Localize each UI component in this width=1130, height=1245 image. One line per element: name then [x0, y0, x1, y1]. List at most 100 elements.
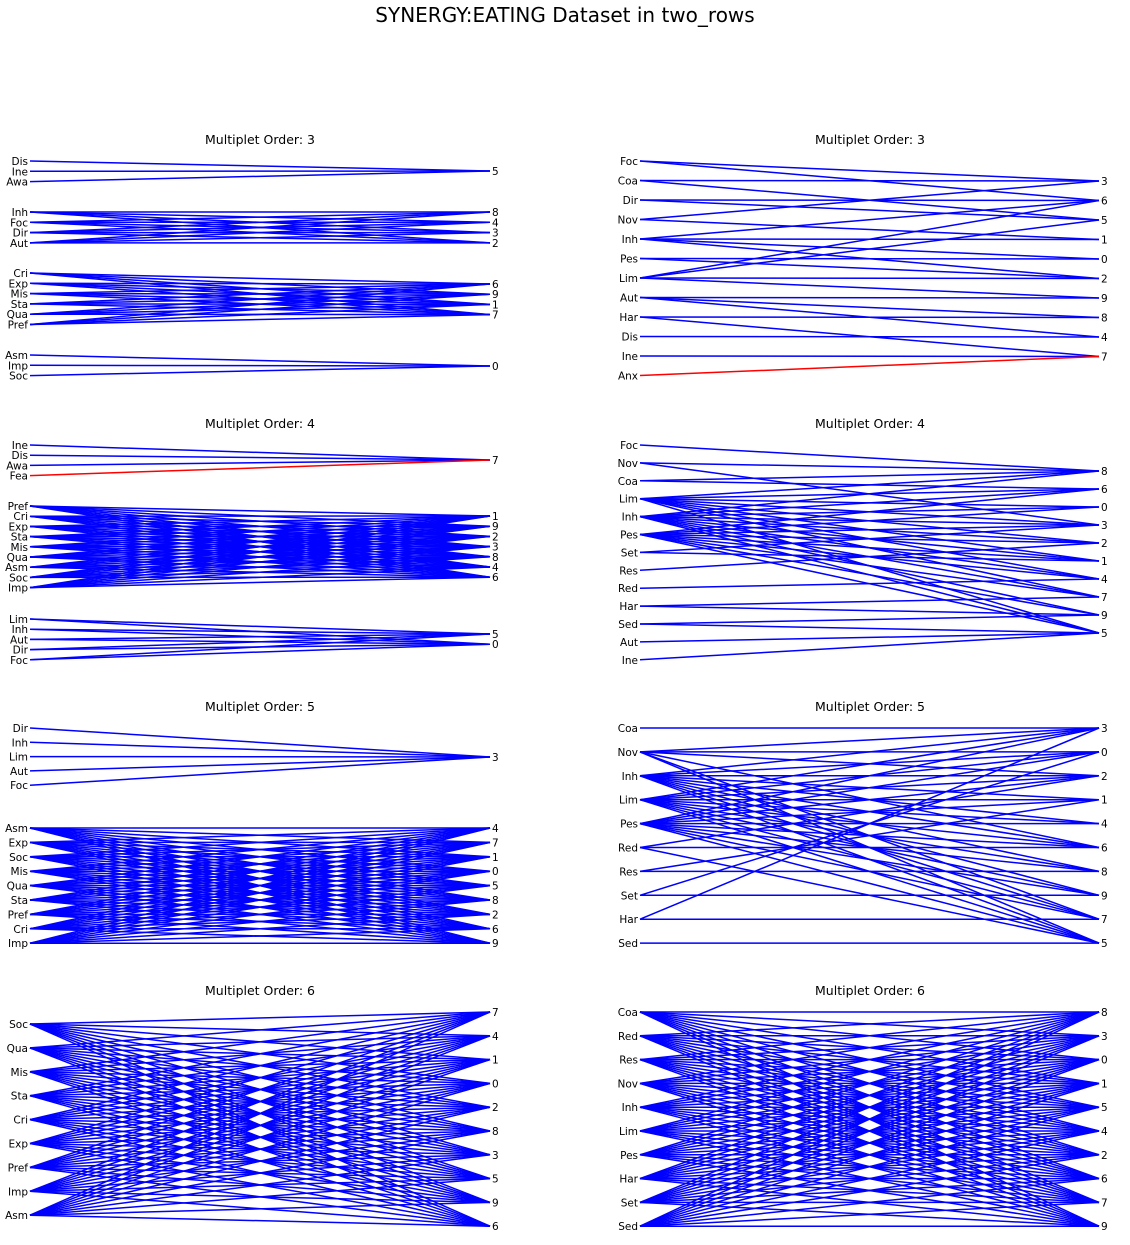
edge [29, 899, 491, 944]
left-node-label: Pes [620, 254, 638, 266]
left-node-label: Nov [618, 215, 639, 227]
left-node-label: Lim [619, 494, 638, 506]
left-node-label: Nov [618, 1078, 639, 1090]
left-node-label: Aut [10, 634, 28, 646]
right-node-label: 7 [1101, 592, 1108, 604]
edge-highlight [639, 355, 1100, 377]
edge [29, 1011, 491, 1097]
edge [639, 335, 1100, 338]
edge [29, 1035, 491, 1216]
edge [639, 257, 1100, 280]
edge [29, 1011, 491, 1025]
left-node-label: Imp [8, 360, 28, 372]
right-node-label: 0 [492, 866, 499, 878]
right-node-label: 2 [492, 909, 499, 921]
edge [639, 296, 1100, 319]
right-node-label: 7 [492, 310, 499, 322]
edge [29, 515, 491, 568]
left-node-label: Foc [10, 217, 28, 229]
left-node-label: Inh [622, 771, 638, 783]
right-node-label: 5 [1101, 1102, 1108, 1114]
left-node-label: Set [621, 547, 638, 559]
right-node-label: 4 [492, 562, 499, 574]
left-node-label: Asm [5, 823, 28, 835]
edge [29, 827, 491, 944]
left-node-label: Foc [620, 156, 638, 168]
left-node-label: Pref [8, 909, 29, 921]
left-node-label: Pref [8, 1162, 29, 1174]
left-node-label: Dis [622, 332, 638, 344]
left-node-label: Ine [622, 351, 638, 363]
edge [29, 515, 491, 538]
left-node-label: Mis [11, 289, 28, 301]
edge [639, 1011, 1100, 1108]
left-node-label: Soc [9, 572, 28, 584]
edge [29, 556, 491, 589]
edge [29, 231, 491, 244]
right-node-label: 5 [1101, 215, 1108, 227]
edge [29, 283, 491, 326]
edge [639, 277, 1100, 280]
panel-title: Multiplet Order: 3 [815, 132, 925, 147]
edge [29, 827, 491, 887]
edge [29, 221, 491, 244]
edge [29, 459, 491, 467]
edge [29, 576, 491, 589]
right-node-label: 5 [1101, 938, 1108, 950]
edge [639, 524, 1100, 554]
right-node-label: 4 [1101, 819, 1108, 831]
edge [29, 827, 491, 858]
edge [639, 533, 1100, 562]
left-node-label: Sta [11, 299, 28, 311]
left-node-label: Inh [622, 234, 638, 246]
edge [639, 614, 1100, 625]
edge [29, 841, 491, 944]
left-node-label: Dir [13, 723, 29, 735]
edge [29, 365, 491, 377]
edge [29, 515, 491, 528]
left-node-label: Cri [13, 511, 28, 523]
right-node-label: 8 [492, 552, 499, 564]
edge [29, 856, 491, 944]
edge [29, 283, 491, 305]
edge [29, 454, 491, 461]
edge [639, 632, 1100, 661]
edge [639, 506, 1100, 536]
edge [29, 1011, 491, 1192]
right-node-label: 3 [492, 228, 499, 240]
right-node-label: 6 [1101, 484, 1108, 496]
right-node-label: 6 [492, 279, 499, 291]
edge [639, 1154, 1100, 1227]
left-node-label: Imp [8, 938, 28, 950]
edge [29, 618, 491, 635]
right-node-label: 0 [492, 361, 499, 373]
right-node-label: 9 [1101, 293, 1108, 305]
edge [639, 470, 1100, 482]
edge-group [639, 727, 1100, 944]
edge [639, 316, 1100, 319]
edge [639, 488, 1100, 536]
edge-group [29, 211, 491, 244]
edge [29, 827, 491, 901]
left-node-label: Aut [620, 293, 638, 305]
right-node-label: 2 [492, 531, 499, 543]
edge-group [29, 618, 491, 661]
right-node-label: 3 [1101, 1031, 1108, 1043]
right-node-label: 4 [1101, 332, 1108, 344]
left-node-label: Nov [618, 458, 639, 470]
edge [29, 293, 491, 326]
left-node-label: Har [619, 312, 638, 324]
edge [29, 566, 491, 589]
edge [639, 578, 1100, 589]
edge [29, 283, 491, 295]
right-node-label: 7 [492, 1007, 499, 1019]
edge [29, 160, 491, 172]
right-node-label: 1 [492, 299, 499, 311]
edge [639, 1201, 1100, 1227]
left-node-label: Soc [9, 852, 28, 864]
edge [639, 1130, 1100, 1227]
edge [639, 218, 1100, 241]
edge [29, 1011, 491, 1049]
edge [639, 1011, 1100, 1061]
